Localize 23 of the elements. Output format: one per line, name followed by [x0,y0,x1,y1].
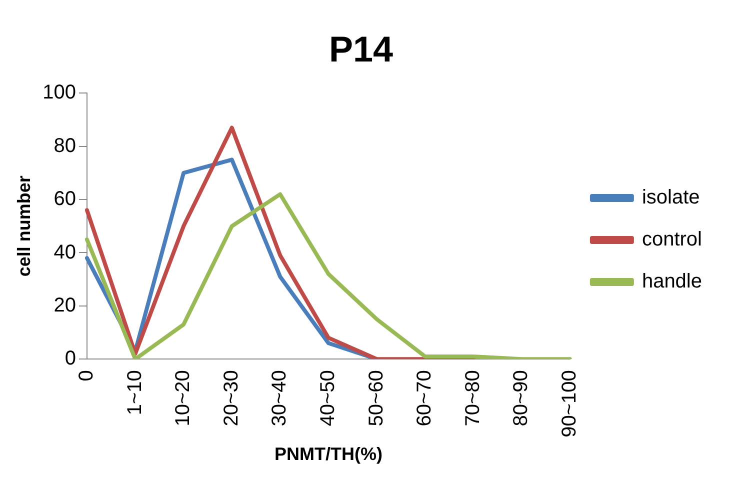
x-tick-label: 1~10 [124,370,146,416]
x-tick-label: 0 [75,370,98,382]
y-tick-label: 40 [54,241,76,264]
y-tick-label: 100 [42,82,76,104]
x-tick-label: 90~100 [558,370,580,438]
y-tick-label: 20 [54,294,76,316]
x-tick-label: 70~80 [462,370,484,426]
x-tick-label: 40~50 [316,370,339,426]
legend-label: control [642,228,702,251]
y-tick-label: 60 [54,188,76,210]
x-tick-label: 50~60 [365,370,388,426]
x-axis-title: PNMT/TH(%) [274,444,382,464]
y-tick-label: 80 [54,134,76,157]
legend-label: isolate [642,186,700,209]
chart-title: P14 [328,28,394,70]
x-tick-label: 30~40 [268,370,291,426]
legend-label: handle [642,270,702,293]
x-tick-label: 20~30 [220,370,242,426]
y-axis-title: cell number [14,176,34,277]
x-tick-label: 10~20 [172,370,194,426]
x-tick-label: 80~90 [510,370,532,426]
y-tick-label: 0 [64,348,76,370]
x-tick-label: 60~70 [414,370,436,426]
